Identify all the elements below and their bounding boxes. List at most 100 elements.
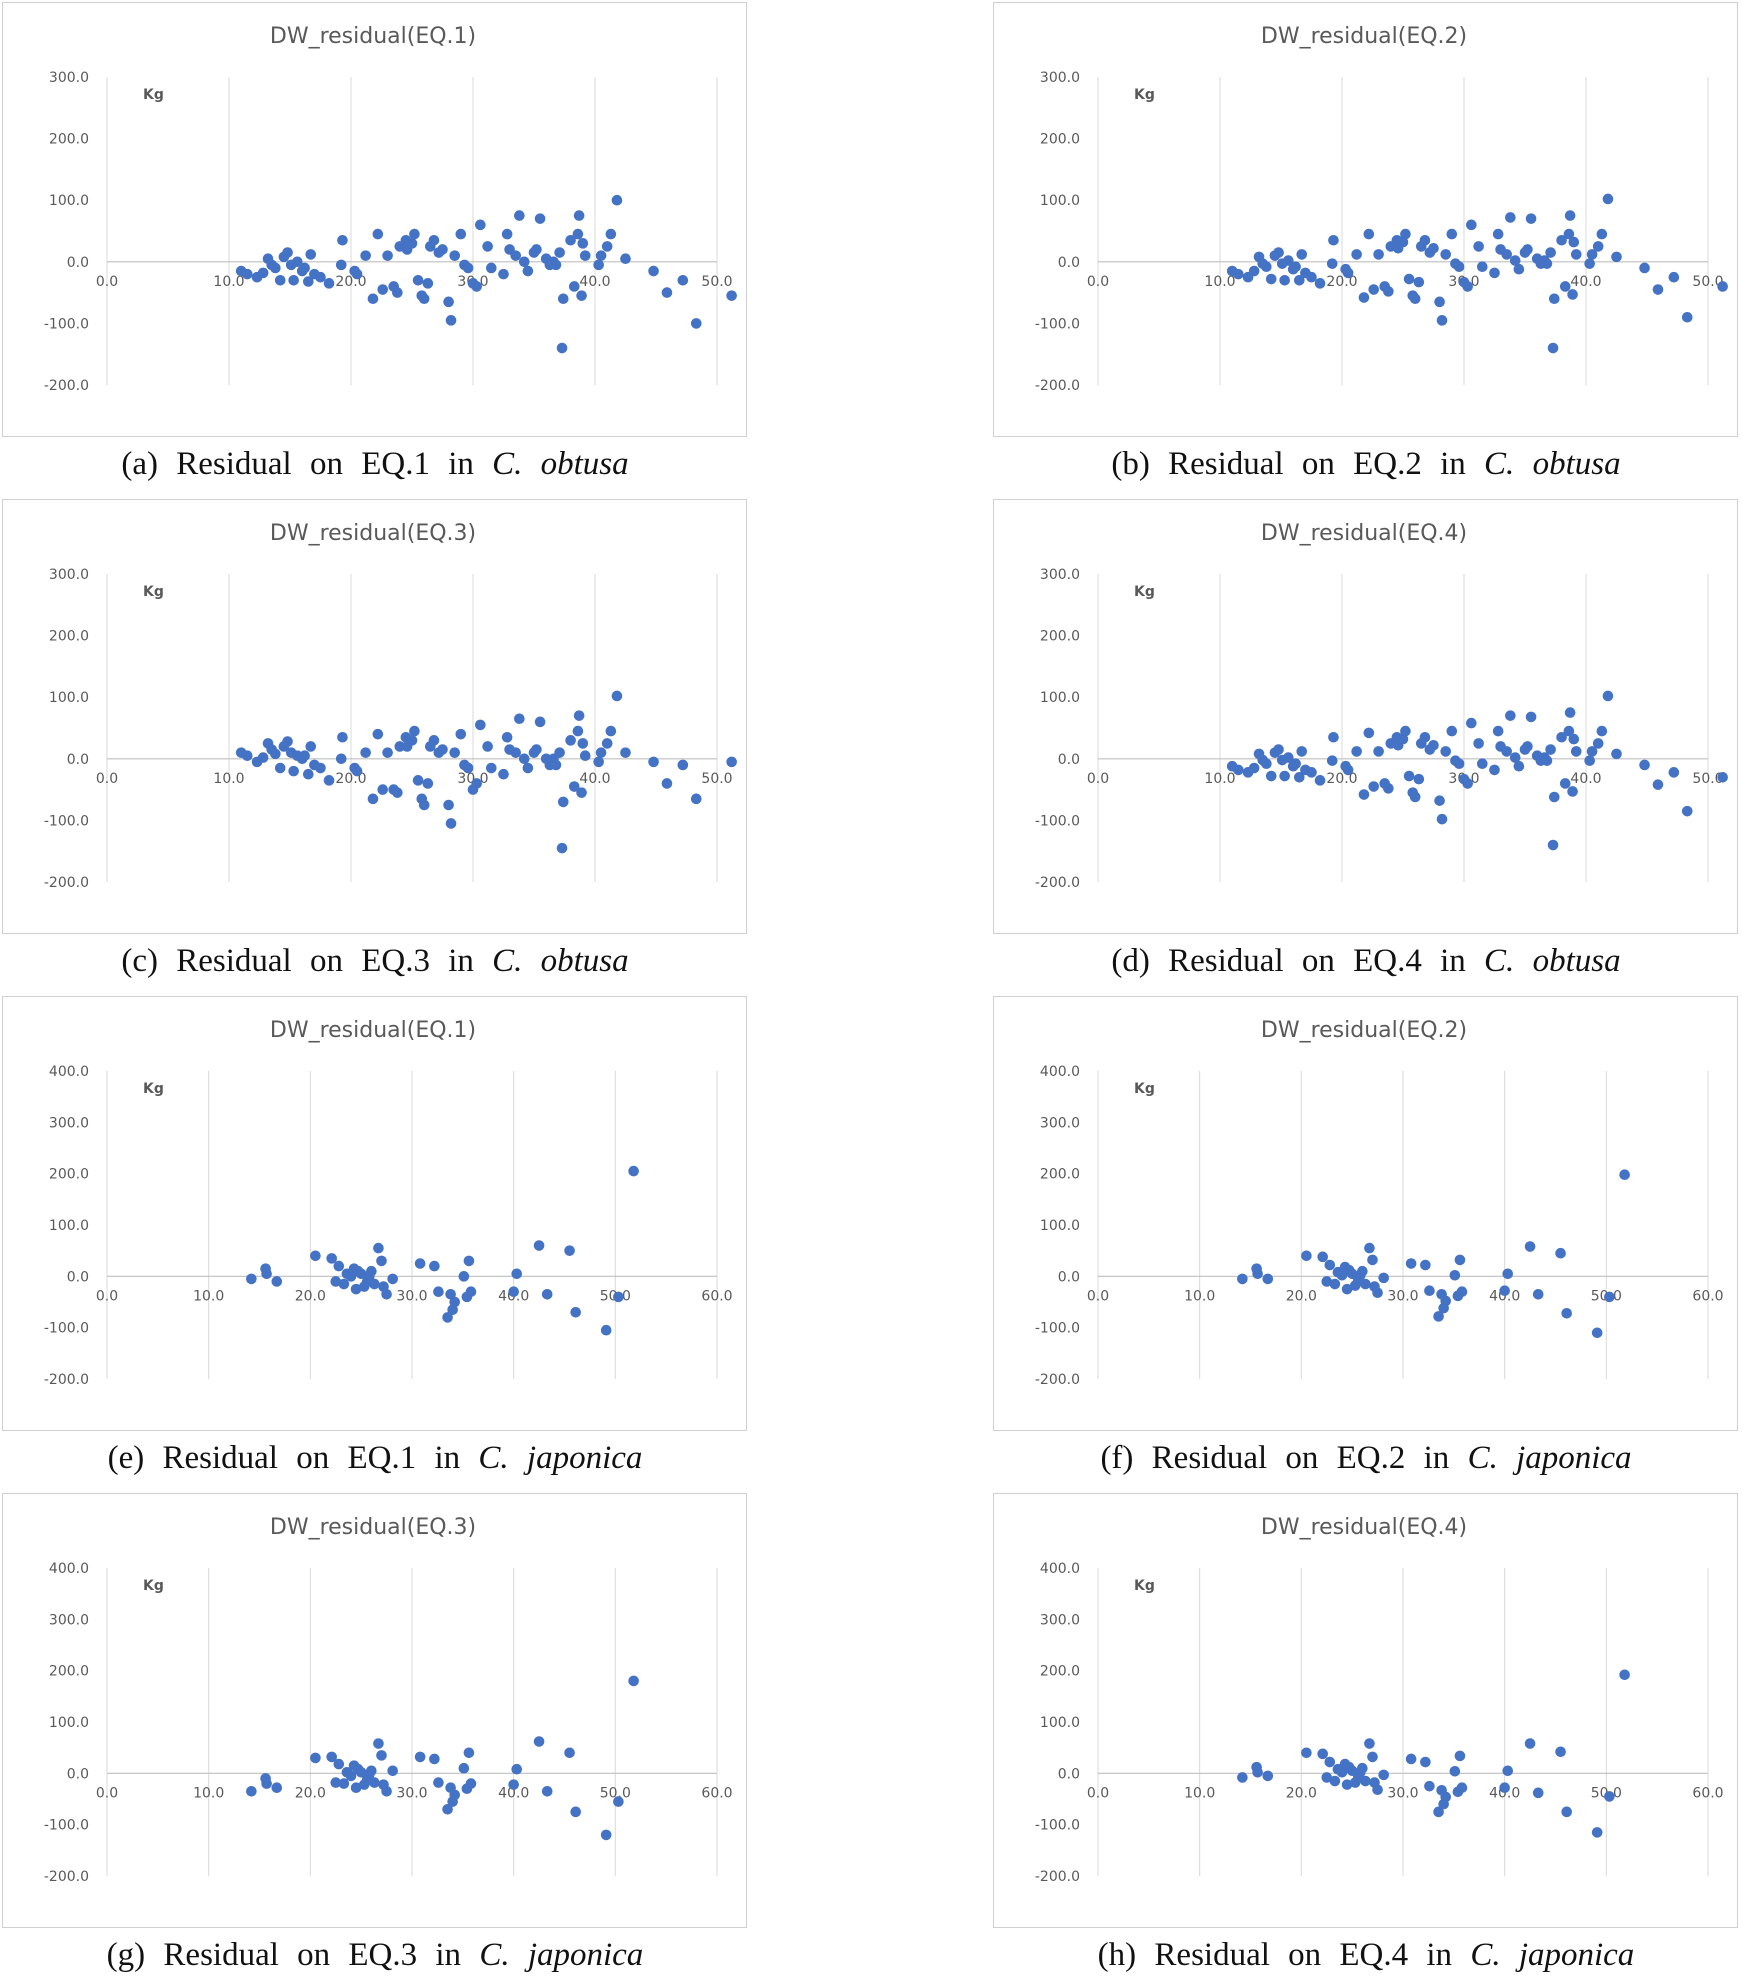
x-tick-label: 40.0 [1489,1288,1520,1304]
data-point [428,735,440,746]
data-point [1489,267,1500,279]
data-point [1668,271,1680,283]
x-tick-label: 0.0 [96,1785,118,1801]
y-tick-label: 0.0 [1058,1766,1080,1782]
x-tick-label: 10.0 [213,274,244,290]
x-tick-label: 40.0 [579,274,610,290]
y-tick-label: 100.0 [49,1218,89,1234]
data-point [445,818,457,829]
data-point [1252,1268,1263,1280]
data-point [501,228,513,240]
data-point [1434,296,1445,308]
chart-frame: DW_residual(EQ.1) -200.0 -100.0 0.0 100.0 200… [2,996,747,1431]
caption-label: (c) [121,943,158,979]
caption-genus: C. [492,943,523,979]
data-point [1501,249,1512,260]
x-tick-label: 0.0 [1087,1288,1109,1304]
data-point [449,1789,461,1801]
data-point [1419,731,1431,743]
data-point [392,287,403,298]
data-point [1524,1241,1536,1252]
data-point [1342,764,1354,776]
data-point [382,250,393,261]
scatter-chart-d: DW_residual(EQ.4) -200.0 -100.0 0.0 100.0 200… [1035,521,1728,891]
data-point [498,768,509,780]
data-point [1440,1791,1451,1803]
scatter-chart-h: DW_residual(EQ.4) -200.0 -100.0 0.0 100.0 200… [1035,1515,1724,1885]
caption-genus: C. [479,1937,510,1973]
data-point [1329,1775,1341,1787]
data-point [1372,1784,1383,1796]
data-point [1509,255,1521,266]
data-point [1283,255,1294,266]
panel-h: DW_residual(EQ.4) -200.0 -100.0 0.0 100.0 200… [991,1491,1743,1983]
data-point [1561,1307,1572,1319]
data-point [1596,725,1608,737]
data-point [288,765,299,777]
data-point [486,762,497,774]
data-point [1265,770,1277,782]
data-point [1717,771,1728,783]
y-tick-label: 0.0 [67,1766,89,1782]
data-point [531,244,542,255]
x-tick-label: 40.0 [579,771,610,787]
data-point [326,1253,337,1264]
data-point [482,741,493,752]
panel-g: DW_residual(EQ.3) -200.0 -100.0 0.0 100.0 200… [0,1491,838,1983]
panel-e: DW_residual(EQ.1) -200.0 -100.0 0.0 100.0 200… [0,994,838,1486]
data-point [350,1782,362,1794]
data-point [1357,1762,1368,1774]
data-point [369,1278,380,1290]
x-tick-label: 0.0 [1087,771,1109,787]
data-point [1378,1769,1389,1781]
data-point [1505,710,1516,721]
data-point [418,799,430,811]
y-tick-label: -100.0 [44,316,89,332]
data-point [595,250,607,261]
data-point [579,750,591,762]
data-point [511,1268,523,1280]
data-point [449,250,461,261]
data-point [1372,1287,1383,1299]
data-point [1547,839,1559,851]
data-point [1604,1791,1615,1802]
data-point [271,1276,283,1287]
data-point [498,268,509,280]
data-point [1341,1283,1353,1295]
data-point [246,1273,257,1285]
data-point [1564,707,1576,718]
y-tick-label: -100.0 [1035,813,1080,829]
data-point [1405,1258,1417,1269]
data-point [381,1786,392,1797]
data-point [1383,783,1394,794]
data-point [573,210,585,221]
data-point [1591,1827,1603,1838]
data-point [271,1782,283,1794]
data-point [261,1778,272,1789]
x-tick-label: 10.0 [193,1785,224,1801]
data-point [1279,770,1290,782]
x-tick-label: 20.0 [295,1288,326,1304]
data-point [1604,1291,1615,1303]
y-unit-label: Kg [143,1081,164,1097]
y-tick-label: 300.0 [1040,567,1080,583]
data-point [1440,249,1451,260]
data-point [369,1777,380,1788]
data-point [570,1306,581,1318]
data-point [1397,236,1409,248]
x-tick-label: 40.0 [1489,1785,1520,1801]
data-point [1489,764,1500,776]
caption-label: (d) [1111,943,1150,979]
data-point [323,775,335,786]
data-point [1561,1806,1572,1818]
caption-f: (f) Residual on EQ.2 in C. japonica [991,1440,1741,1477]
data-point [443,799,454,811]
x-tick-label: 40.0 [498,1785,529,1801]
y-tick-label: 0.0 [67,752,89,768]
chart-frame: DW_residual(EQ.4) -200.0 -100.0 0.0 100.0 200… [993,1493,1738,1928]
data-point [514,713,525,725]
caption-g: (g) Residual on EQ.3 in C. japonica [0,1937,750,1974]
data-point [1502,1765,1514,1777]
data-point [335,259,347,271]
data-point [1548,791,1560,803]
